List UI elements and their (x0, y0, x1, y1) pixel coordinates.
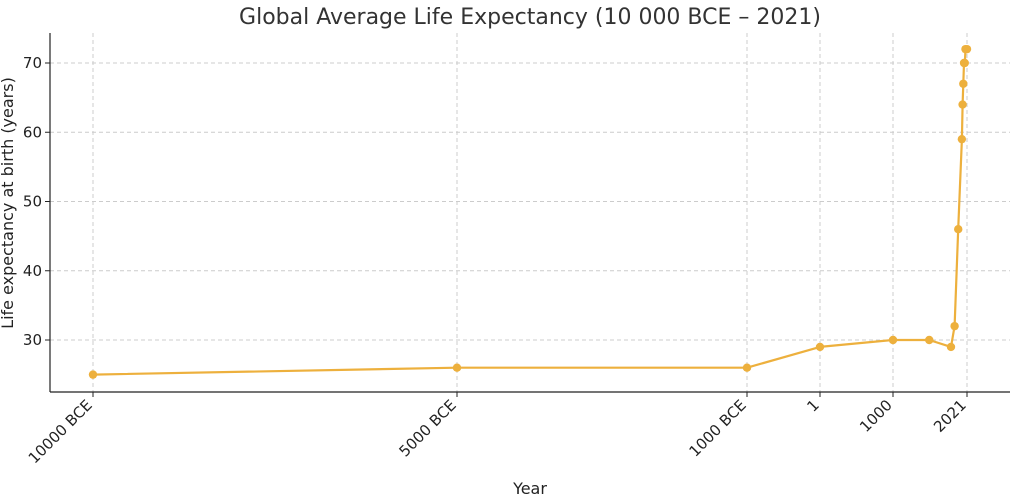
axes (49, 33, 1010, 393)
grid (50, 33, 1010, 392)
y-tick-label: 70 (23, 54, 42, 72)
data-point (742, 363, 752, 372)
x-axis-label: Year (512, 479, 547, 498)
x-tick-label: 5000 BCE (396, 396, 460, 460)
data-point (950, 321, 959, 331)
ticks: 30 40 50 60 70 10000 BCE 5000 BCE 1000 BCE 1 1000… (23, 54, 970, 467)
data-point (452, 363, 462, 372)
data-point (946, 342, 956, 352)
x-tick-label: 2021 (930, 396, 970, 436)
x-tick-label: 1 (803, 396, 822, 415)
x-tick-label: 1000 (856, 396, 896, 436)
data-point (954, 225, 963, 234)
x-tick-label: 10000 BCE (25, 396, 96, 467)
data-point (962, 44, 972, 54)
y-tick-label: 60 (23, 123, 42, 141)
data-point (957, 134, 967, 144)
y-tick-label: 50 (23, 193, 42, 211)
data-point (959, 79, 968, 88)
data-point (960, 58, 969, 68)
y-tick-label: 30 (23, 331, 42, 349)
series-line (92, 48, 967, 376)
y-axis-label: Life expectancy at birth (years) (0, 77, 17, 329)
y-tick-label: 40 (23, 262, 42, 280)
x-tick-label: 1000 BCE (686, 396, 750, 460)
data-point (88, 370, 98, 379)
data-point (958, 100, 967, 109)
chart-title: Global Average Life Expectancy (10 000 B… (239, 5, 821, 30)
series-life-expectancy (88, 44, 972, 379)
data-point (925, 335, 934, 345)
data-point (888, 335, 898, 345)
data-point (815, 342, 825, 352)
